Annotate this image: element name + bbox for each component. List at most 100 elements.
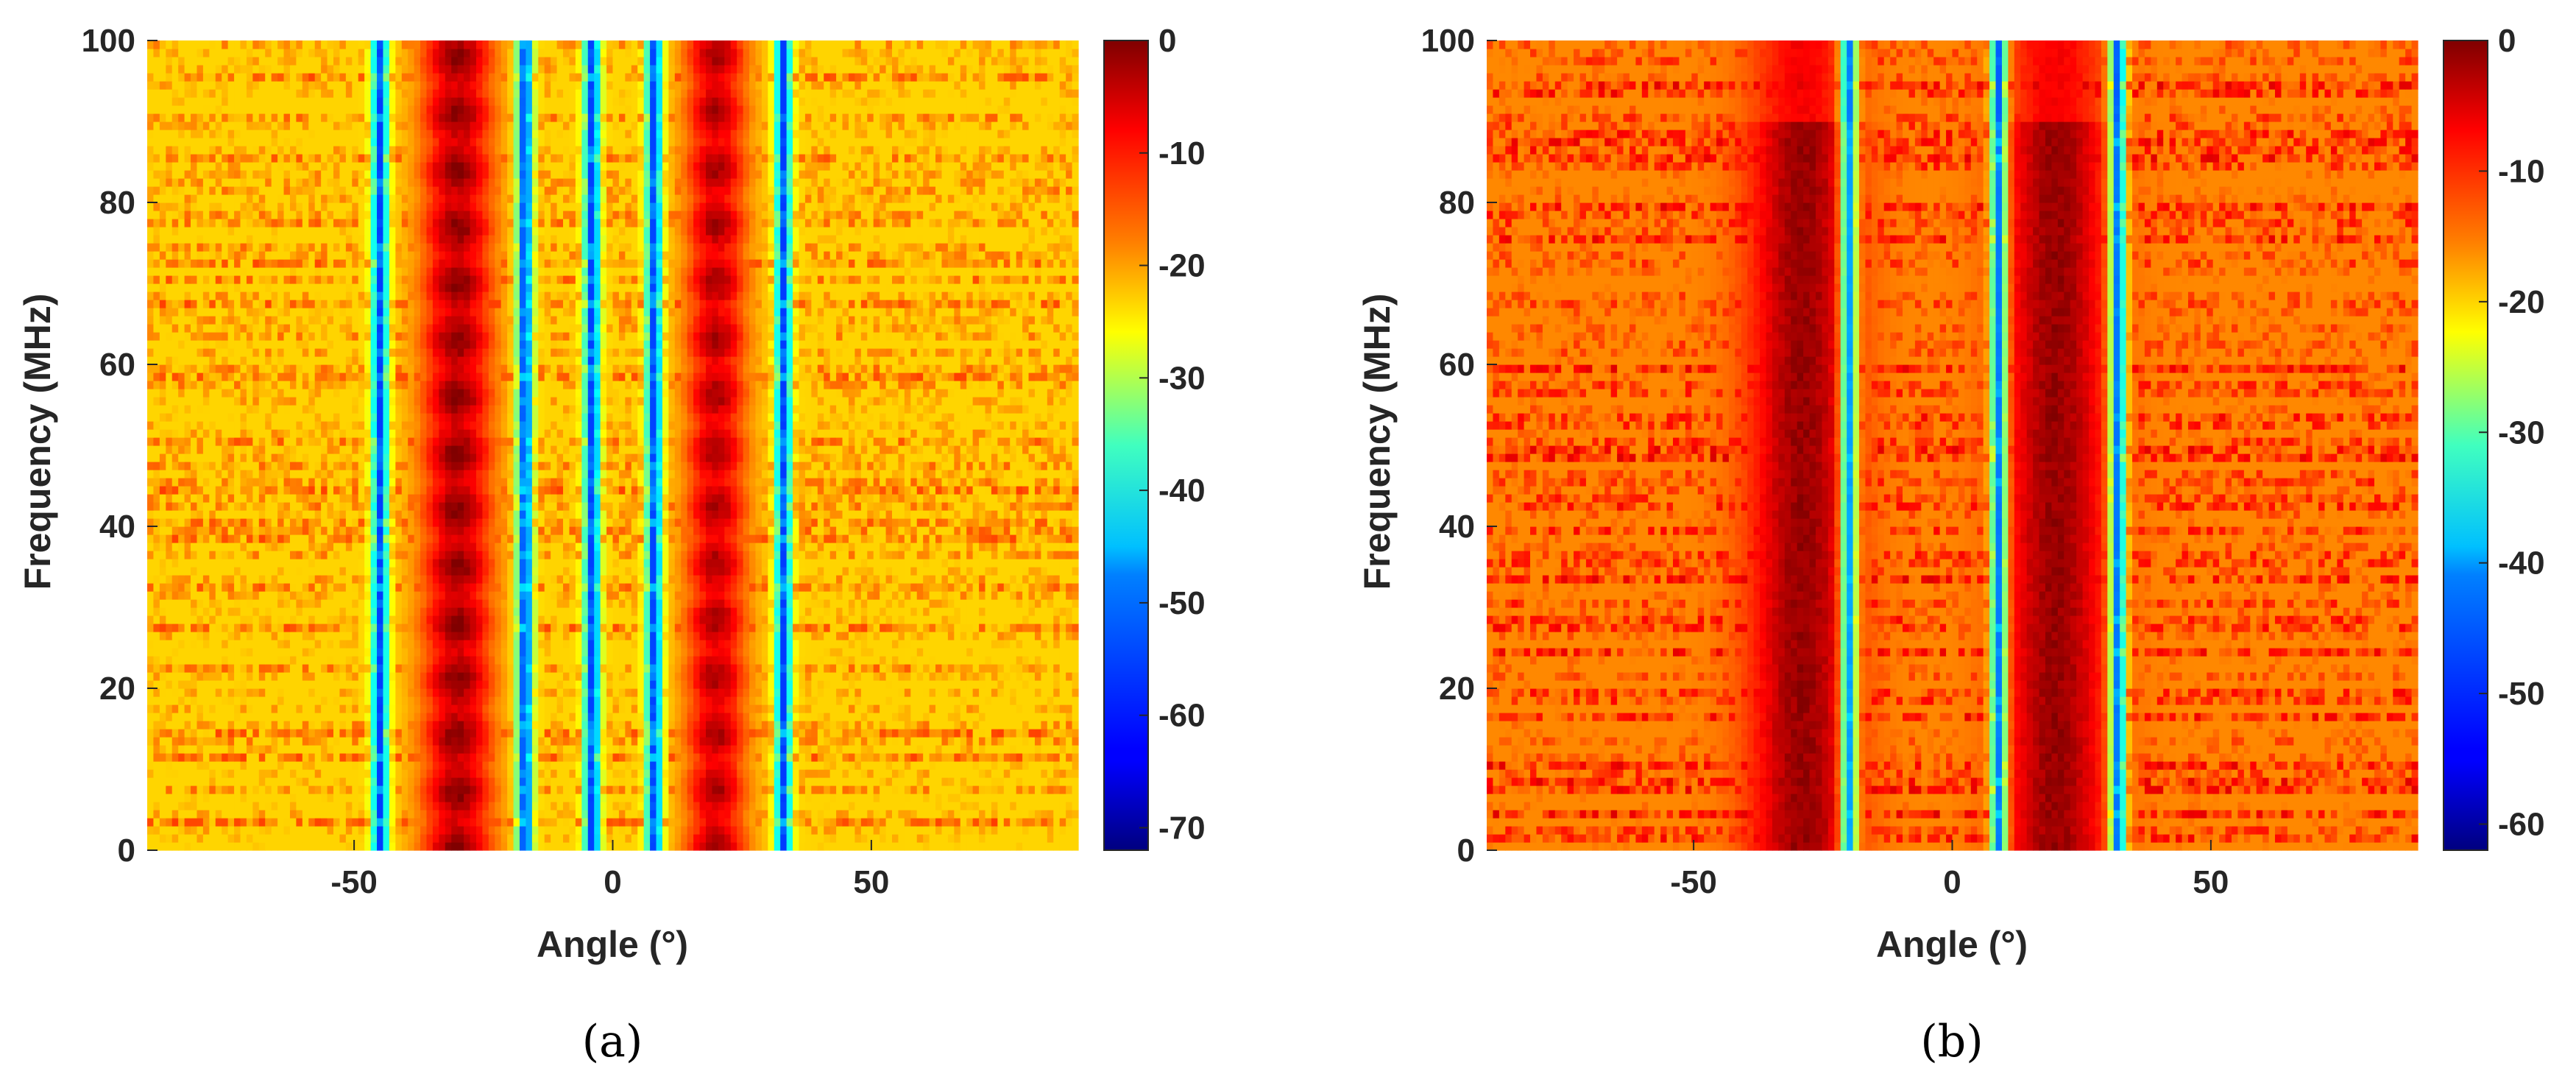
heatmap-cell [979,615,986,624]
heatmap-cell [606,729,613,738]
heatmap-cell [737,696,743,705]
heatmap-cell [1060,632,1066,640]
heatmap-cell [470,672,477,681]
heatmap-cell [1041,721,1047,729]
heatmap-cell [830,680,837,689]
heatmap-cell [1060,640,1066,649]
heatmap-cell [774,664,781,673]
heatmap-cell [849,753,855,762]
heatmap-cell [166,794,172,802]
heatmap-cell [930,623,936,632]
heatmap-cell [172,729,179,738]
heatmap-cell [408,729,414,738]
heatmap-cell [191,745,197,754]
heatmap-cell [308,794,315,802]
heatmap-cell [644,688,651,697]
heatmap-cell [874,623,880,632]
heatmap-cell [966,729,973,738]
heatmap-cell [867,615,874,624]
heatmap-cell [749,721,756,729]
heatmap-cell [774,753,781,762]
heatmap-cell [389,777,396,786]
heatmap-cell [923,745,930,754]
heatmap-cell [905,794,911,802]
heatmap-cell [923,607,930,616]
heatmap-cell [284,680,291,689]
heatmap-cell [631,672,638,681]
heatmap-cell [458,672,464,681]
heatmap-cell [960,794,967,802]
heatmap-cell [737,842,743,851]
heatmap-cell [1016,615,1023,624]
heatmap-cell [259,818,266,827]
heatmap-cell [706,737,712,746]
heatmap-cell [581,753,588,762]
heatmap-cell [439,777,445,786]
heatmap-cell [1041,656,1047,665]
heatmap-cell [302,761,309,770]
heatmap-cell [216,761,222,770]
heatmap-cell [706,696,712,705]
heatmap-cell [470,810,477,819]
heatmap-cell [1053,745,1060,754]
heatmap-cell [1041,794,1047,802]
heatmap-cell [346,818,353,827]
heatmap-cell [712,664,718,673]
heatmap-cell [787,583,793,592]
heatmap-cell [402,745,408,754]
heatmap-cell [166,745,172,754]
heatmap-cell [960,599,967,608]
heatmap-cell [662,713,669,721]
heatmap-cell [892,834,899,843]
heatmap-cell [377,713,383,721]
heatmap-cell [935,696,942,705]
heatmap-cell [631,656,638,665]
heatmap-cell [824,834,830,843]
heatmap-cell [799,664,806,673]
heatmap-cell [774,591,781,600]
heatmap-cell [991,842,998,851]
heatmap-cell [1066,680,1072,689]
heatmap-cell [514,777,520,786]
heatmap-cell [724,680,731,689]
heatmap-cell [601,704,607,713]
heatmap-cell [339,826,346,835]
heatmap-cell [892,729,899,738]
heatmap-cell [395,713,402,721]
heatmap-cell [644,842,651,851]
heatmap-cell [724,721,731,729]
heatmap-cell [917,591,924,600]
heatmap-cell [545,607,551,616]
heatmap-cell [284,810,291,819]
heatmap-cell [824,664,830,673]
heatmap-cell [172,640,179,649]
heatmap-cell [259,583,266,592]
heatmap-cell [501,745,508,754]
heatmap-cell [1004,777,1011,786]
heatmap-cell [532,664,539,673]
heatmap-cell [880,745,886,754]
heatmap-cell [954,810,960,819]
heatmap-cell [917,672,924,681]
heatmap-cell [749,802,756,810]
heatmap-cell [395,737,402,746]
heatmap-cell [160,818,166,827]
heatmap-cell [377,842,383,851]
heatmap-cell [339,785,346,794]
heatmap-cell [1016,721,1023,729]
heatmap-cell [724,729,731,738]
heatmap-cell [743,583,750,592]
heatmap-cell [545,834,551,843]
heatmap-cell [358,648,365,657]
heatmap-cell [545,713,551,721]
heatmap-cell [402,842,408,851]
heatmap-cell [755,599,762,608]
heatmap-cell [228,632,235,640]
heatmap-cell [464,745,470,754]
heatmap-cell [1072,761,1079,770]
heatmap-cell [712,737,718,746]
heatmap-cell [935,713,942,721]
heatmap-cell [681,623,687,632]
heatmap-cell [1053,688,1060,697]
heatmap-cell [780,721,787,729]
